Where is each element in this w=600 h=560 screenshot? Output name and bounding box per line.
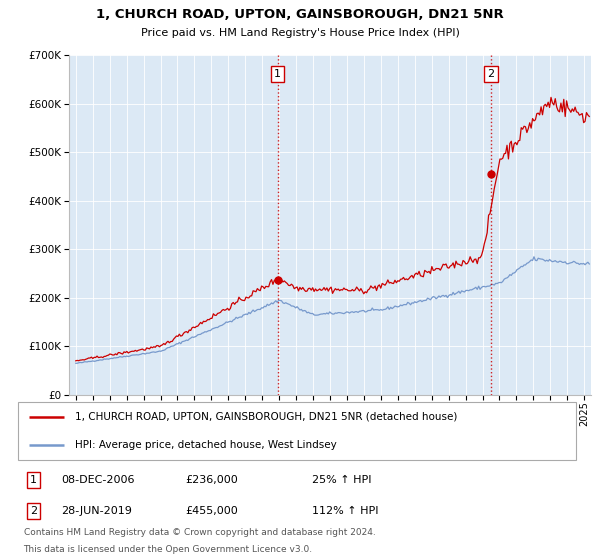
Text: £455,000: £455,000 [185,506,238,516]
Text: 2: 2 [487,69,494,79]
Text: 28-JUN-2019: 28-JUN-2019 [61,506,132,516]
Text: 1, CHURCH ROAD, UPTON, GAINSBOROUGH, DN21 5NR (detached house): 1, CHURCH ROAD, UPTON, GAINSBOROUGH, DN2… [76,412,458,422]
Text: Price paid vs. HM Land Registry's House Price Index (HPI): Price paid vs. HM Land Registry's House … [140,28,460,38]
Text: 2: 2 [30,506,37,516]
Text: 08-DEC-2006: 08-DEC-2006 [61,475,134,485]
Text: £236,000: £236,000 [185,475,238,485]
Text: 1: 1 [30,475,37,485]
Text: This data is licensed under the Open Government Licence v3.0.: This data is licensed under the Open Gov… [23,545,313,554]
Text: 112% ↑ HPI: 112% ↑ HPI [311,506,378,516]
Text: 1: 1 [274,69,281,79]
Text: HPI: Average price, detached house, West Lindsey: HPI: Average price, detached house, West… [76,440,337,450]
Text: Contains HM Land Registry data © Crown copyright and database right 2024.: Contains HM Land Registry data © Crown c… [23,528,375,536]
Text: 1, CHURCH ROAD, UPTON, GAINSBOROUGH, DN21 5NR: 1, CHURCH ROAD, UPTON, GAINSBOROUGH, DN2… [96,8,504,21]
Text: 25% ↑ HPI: 25% ↑ HPI [311,475,371,485]
FancyBboxPatch shape [18,403,577,460]
